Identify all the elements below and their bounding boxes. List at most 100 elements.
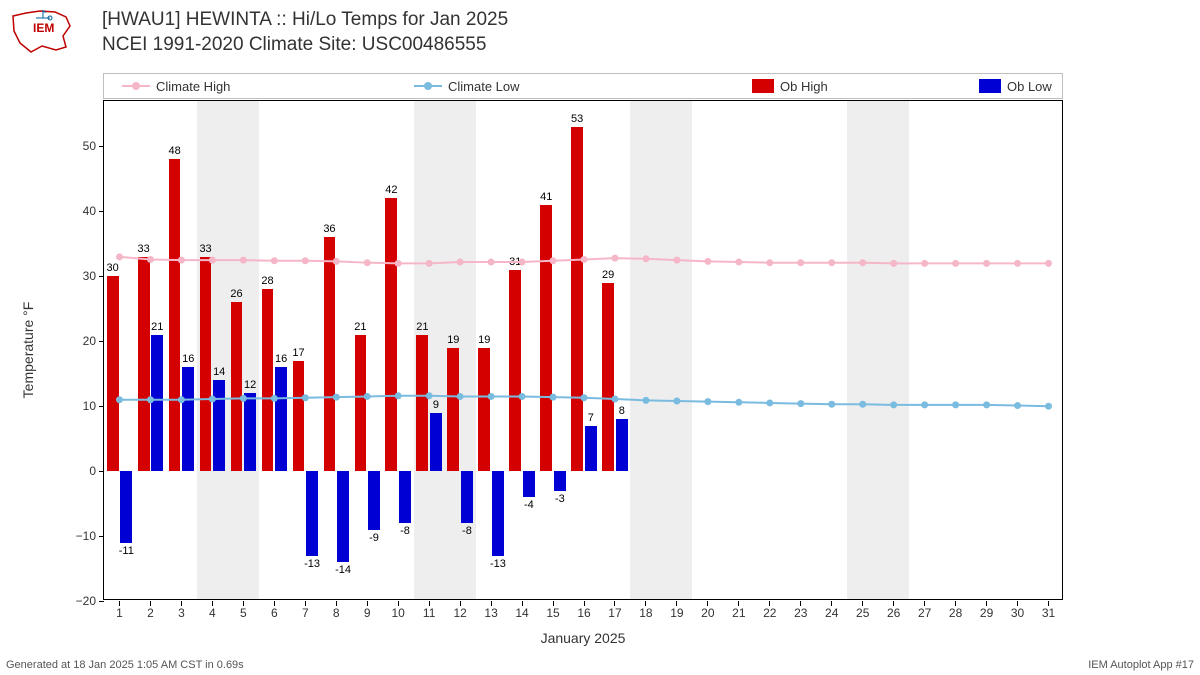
legend-item: Climate Low	[414, 79, 520, 94]
bar-value-label: 33	[132, 243, 156, 255]
legend-label: Climate Low	[448, 79, 520, 94]
x-tick-label: 31	[1042, 599, 1055, 620]
bar	[337, 471, 349, 562]
x-tick-label: 8	[333, 599, 340, 620]
bar-value-label: -8	[393, 525, 417, 537]
x-tick-label: 4	[209, 599, 216, 620]
svg-text:IEM: IEM	[33, 21, 54, 35]
x-tick-label: 19	[670, 599, 683, 620]
y-tick-label: 50	[56, 139, 104, 153]
y-tick-label: 30	[56, 269, 104, 283]
weekend-band	[847, 101, 909, 599]
bar	[306, 471, 318, 555]
bar-value-label: 7	[579, 412, 603, 424]
bar	[430, 413, 442, 471]
legend-label: Ob Low	[1007, 79, 1052, 94]
bar-value-label: -4	[517, 499, 541, 511]
bar	[107, 276, 119, 471]
bar-value-label: 36	[317, 223, 341, 235]
y-tick-label: −20	[56, 594, 104, 608]
bar-value-label: 16	[269, 353, 293, 365]
bar-value-label: 21	[348, 321, 372, 333]
bar	[478, 348, 490, 471]
x-tick-label: 29	[980, 599, 993, 620]
x-tick-label: 1	[116, 599, 123, 620]
x-tick-label: 15	[546, 599, 559, 620]
x-tick-label: 26	[887, 599, 900, 620]
bar-value-label: 28	[256, 275, 280, 287]
x-tick-label: 30	[1011, 599, 1024, 620]
bar-value-label: 14	[207, 366, 231, 378]
bar	[355, 335, 367, 471]
bar	[182, 367, 194, 471]
bar	[523, 471, 535, 497]
bar-value-label: 16	[176, 353, 200, 365]
x-tick-label: 18	[639, 599, 652, 620]
title-line-2: NCEI 1991-2020 Climate Site: USC00486555	[102, 34, 486, 55]
bar	[509, 270, 521, 471]
bar	[324, 237, 336, 471]
bar	[293, 361, 305, 471]
x-tick-label: 2	[147, 599, 154, 620]
bar	[554, 471, 566, 490]
x-tick-label: 25	[856, 599, 869, 620]
x-tick-label: 9	[364, 599, 371, 620]
y-tick-label: −10	[56, 529, 104, 543]
legend-item: Ob High	[752, 79, 828, 94]
bar-value-label: -14	[331, 564, 355, 576]
bar	[368, 471, 380, 529]
bar	[213, 380, 225, 471]
x-tick-label: 11	[423, 599, 435, 620]
chart-container: IEM [HWAU1] HEWINTA :: Hi/Lo Temps for J…	[0, 0, 1200, 675]
legend-item: Climate High	[122, 79, 230, 94]
footer-app: IEM Autoplot App #17	[1088, 659, 1194, 671]
legend-label: Climate High	[156, 79, 230, 94]
bar	[169, 159, 181, 471]
bar-value-label: -13	[300, 558, 324, 570]
bar-value-label: -3	[548, 493, 572, 505]
y-tick-label: 10	[56, 399, 104, 413]
bar-value-label: 31	[503, 256, 527, 268]
bar	[151, 335, 163, 471]
bar	[616, 419, 628, 471]
bar	[120, 471, 132, 542]
x-tick-label: 16	[577, 599, 590, 620]
bar	[447, 348, 459, 471]
bar-value-label: -11	[114, 545, 138, 557]
bar-value-label: 9	[424, 399, 448, 411]
bar	[244, 393, 256, 471]
bar	[492, 471, 504, 555]
bar	[138, 257, 150, 471]
x-tick-label: 12	[453, 599, 466, 620]
bar	[385, 198, 397, 471]
bar-value-label: 26	[225, 288, 249, 300]
legend-item: Ob Low	[979, 79, 1052, 94]
bar-value-label: 53	[565, 113, 589, 125]
x-tick-label: 22	[763, 599, 776, 620]
bar	[540, 205, 552, 471]
x-axis-label: January 2025	[541, 630, 626, 646]
x-tick-label: 5	[240, 599, 247, 620]
x-tick-label: 20	[701, 599, 714, 620]
x-tick-label: 21	[732, 599, 745, 620]
bar-value-label: 8	[610, 405, 634, 417]
bar-value-label: -9	[362, 532, 386, 544]
bar-value-label: 42	[379, 184, 403, 196]
weekend-band	[630, 101, 692, 599]
footer-generated: Generated at 18 Jan 2025 1:05 AM CST in …	[6, 659, 244, 671]
x-tick-label: 3	[178, 599, 185, 620]
bar-value-label: 12	[238, 379, 262, 391]
x-tick-label: 28	[949, 599, 962, 620]
x-tick-label: 14	[515, 599, 528, 620]
x-tick-label: 13	[484, 599, 497, 620]
x-tick-label: 23	[794, 599, 807, 620]
title-line-1: [HWAU1] HEWINTA :: Hi/Lo Temps for Jan 2…	[102, 9, 508, 30]
bar-value-label: 41	[534, 191, 558, 203]
x-tick-label: 27	[918, 599, 931, 620]
x-tick-label: 10	[392, 599, 405, 620]
bar-value-label: -13	[486, 558, 510, 570]
bar	[585, 426, 597, 471]
bar-value-label: 30	[101, 262, 125, 274]
bar-value-label: 19	[472, 334, 496, 346]
bar-value-label: -8	[455, 525, 479, 537]
